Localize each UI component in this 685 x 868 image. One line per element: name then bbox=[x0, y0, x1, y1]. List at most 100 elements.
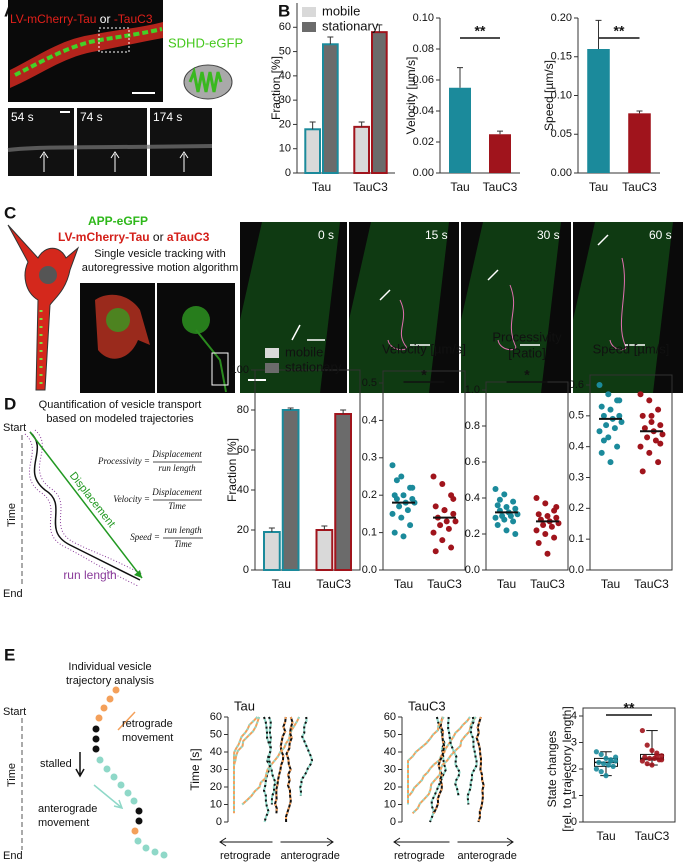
bar bbox=[281, 409, 300, 571]
panel-label: B bbox=[278, 1, 290, 20]
trajectory bbox=[407, 716, 445, 805]
x-tick-label: Tau bbox=[589, 180, 608, 194]
data-point bbox=[494, 522, 501, 528]
data-point bbox=[659, 753, 665, 759]
axis-label: Start bbox=[3, 706, 26, 718]
heading: Quantification of vesicle transport bbox=[39, 399, 202, 411]
formula: Velocity = bbox=[113, 494, 150, 504]
dot bbox=[117, 781, 125, 789]
data-point bbox=[659, 757, 665, 763]
formula: Displacement bbox=[151, 487, 202, 497]
data-point bbox=[407, 522, 414, 529]
data-point bbox=[503, 527, 510, 534]
y-tick-label: 100 bbox=[231, 364, 249, 376]
arrow bbox=[291, 234, 645, 346]
x-tick-label: Tau bbox=[394, 577, 413, 591]
y-tick-label: 0.5 bbox=[569, 410, 584, 422]
data-point bbox=[649, 762, 655, 768]
data-point bbox=[512, 531, 519, 537]
label-part: or bbox=[150, 230, 167, 244]
neurite bbox=[195, 329, 227, 393]
label: SDHD-eGFP bbox=[168, 35, 243, 50]
data-point bbox=[430, 473, 437, 480]
legend-swatch bbox=[302, 7, 316, 17]
data-point bbox=[600, 412, 607, 419]
y-tick-label: 0.2 bbox=[362, 489, 377, 501]
timepoint: 54 s bbox=[11, 110, 34, 124]
axis-label: Time bbox=[6, 503, 18, 527]
y-tick-label: 0.2 bbox=[465, 528, 480, 540]
panel-label: C bbox=[4, 203, 16, 222]
dot bbox=[95, 714, 103, 722]
y-tick-label: 60 bbox=[210, 711, 222, 723]
data-point bbox=[596, 428, 603, 435]
data-point bbox=[655, 459, 662, 466]
trajectory bbox=[233, 716, 259, 796]
error-bar bbox=[287, 407, 294, 410]
error-bar bbox=[457, 67, 463, 88]
y-tick-label: 50 bbox=[279, 45, 291, 57]
label: LV-mCherry-Tau or aTauC3 bbox=[58, 230, 210, 244]
data-point bbox=[533, 527, 540, 534]
heading: based on modeled trajectories bbox=[46, 413, 194, 425]
data-point bbox=[646, 397, 653, 404]
y-axis-label: Time [s] bbox=[188, 748, 202, 790]
plot-frame bbox=[582, 707, 676, 823]
y-tick-label: 60 bbox=[384, 711, 396, 723]
y-tick-label: 0.0 bbox=[465, 564, 480, 576]
data-point bbox=[598, 403, 605, 410]
data-point bbox=[610, 763, 616, 769]
data-point bbox=[535, 511, 542, 518]
data-point bbox=[616, 397, 623, 404]
plot-frame bbox=[485, 381, 569, 571]
data-point bbox=[492, 486, 499, 492]
label: APP-eGFP bbox=[88, 214, 148, 228]
data-point bbox=[613, 758, 619, 764]
legend-label: mobile bbox=[285, 344, 323, 359]
chart-title: Speed [µm/s] bbox=[593, 341, 670, 356]
x-tick-label: Tau bbox=[596, 829, 615, 843]
x-tick-label: TauC3 bbox=[635, 829, 670, 843]
y-tick-label: 20 bbox=[384, 781, 396, 793]
data-point bbox=[639, 412, 646, 419]
y-tick-label: 0.5 bbox=[362, 377, 377, 389]
data-point bbox=[398, 514, 405, 521]
y-tick-label: 10 bbox=[210, 798, 222, 810]
y-tick-label: 50 bbox=[210, 728, 222, 740]
y-tick-label: 30 bbox=[384, 763, 396, 775]
data-point bbox=[596, 382, 603, 388]
data-point bbox=[613, 754, 619, 760]
data-point bbox=[657, 422, 664, 429]
label: retrograde bbox=[122, 718, 173, 730]
x-tick-label: Tau bbox=[272, 577, 291, 591]
significance: * bbox=[421, 367, 427, 383]
x-tick-label: TauC3 bbox=[530, 577, 565, 591]
trajectory bbox=[411, 716, 477, 815]
data-point bbox=[611, 425, 618, 432]
trajectory bbox=[298, 716, 314, 796]
error-bar bbox=[321, 525, 328, 530]
neuron-drawing bbox=[7, 224, 80, 391]
error-bar bbox=[309, 121, 316, 130]
y-tick-label: 60 bbox=[279, 21, 291, 33]
y-tick-label: 0.04 bbox=[413, 105, 434, 117]
y-tick-label: 40 bbox=[210, 746, 222, 758]
micrograph bbox=[77, 108, 147, 176]
y-tick-label: 0.1 bbox=[569, 533, 584, 545]
plot-frame bbox=[254, 369, 361, 571]
formula: run length bbox=[164, 525, 202, 535]
label: Displacement bbox=[67, 470, 117, 530]
data-point bbox=[391, 529, 398, 536]
formula: run length bbox=[158, 463, 196, 473]
bar bbox=[489, 134, 511, 173]
timepoint: 15 s bbox=[425, 228, 448, 242]
data-point bbox=[655, 406, 662, 413]
panel-c: APP-eGFP LV-mCherry-Tau or aTauC3 Single… bbox=[7, 214, 683, 393]
label: movement bbox=[38, 817, 89, 829]
arrow bbox=[75, 752, 85, 778]
direction-label: retrograde bbox=[394, 850, 445, 862]
y-tick-label: 0.3 bbox=[569, 471, 584, 483]
data-point bbox=[540, 522, 547, 528]
y-tick-label: 0.4 bbox=[569, 441, 584, 453]
